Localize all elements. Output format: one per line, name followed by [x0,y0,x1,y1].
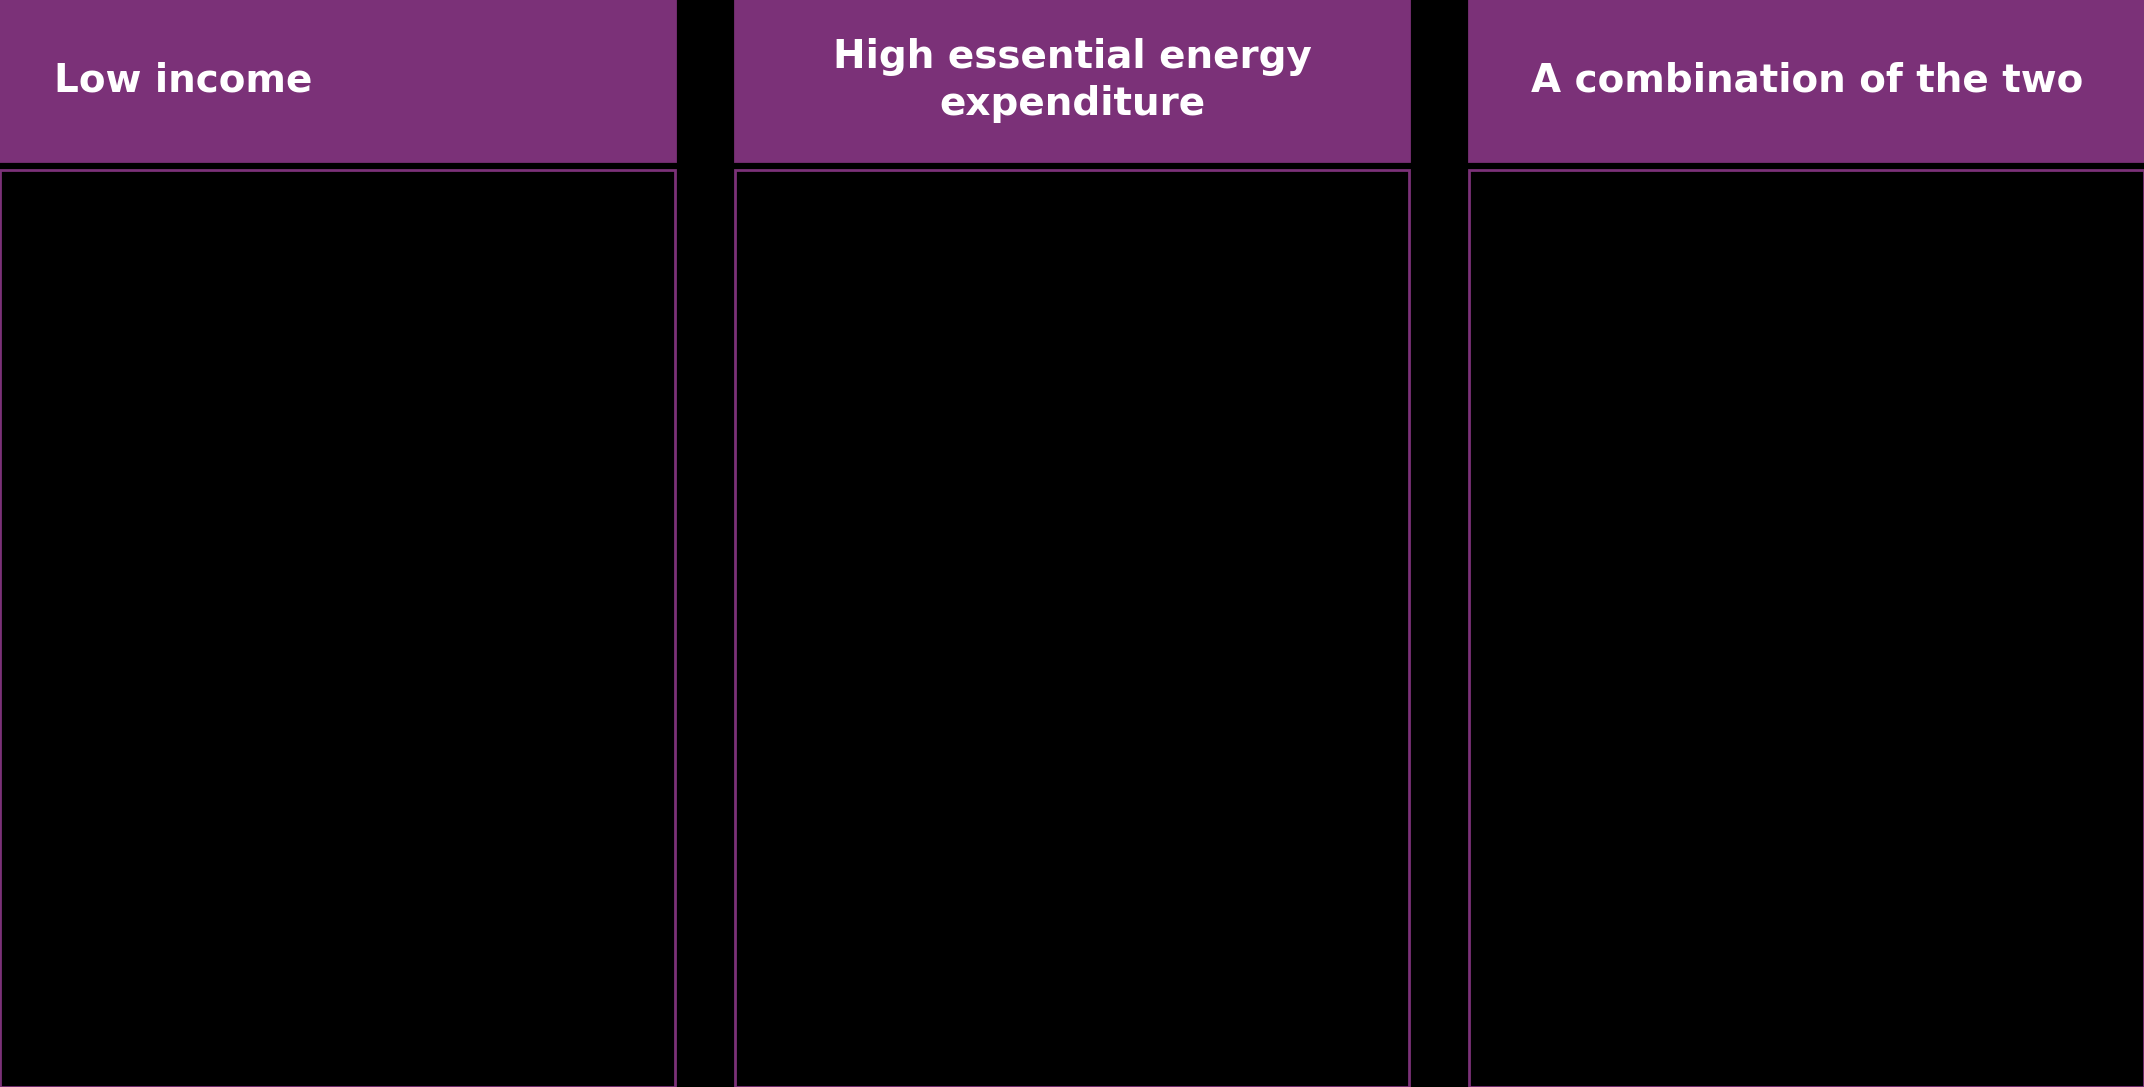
Bar [0,170,675,1087]
Bar [1469,0,2144,161]
Bar [0,0,675,161]
Text: High essential energy
expenditure: High essential energy expenditure [832,38,1312,123]
Bar [1469,170,2144,1087]
Text: Low income: Low income [54,62,313,99]
Bar [735,170,1409,1087]
Bar [735,0,1409,161]
Text: A combination of the two: A combination of the two [1531,62,2082,99]
